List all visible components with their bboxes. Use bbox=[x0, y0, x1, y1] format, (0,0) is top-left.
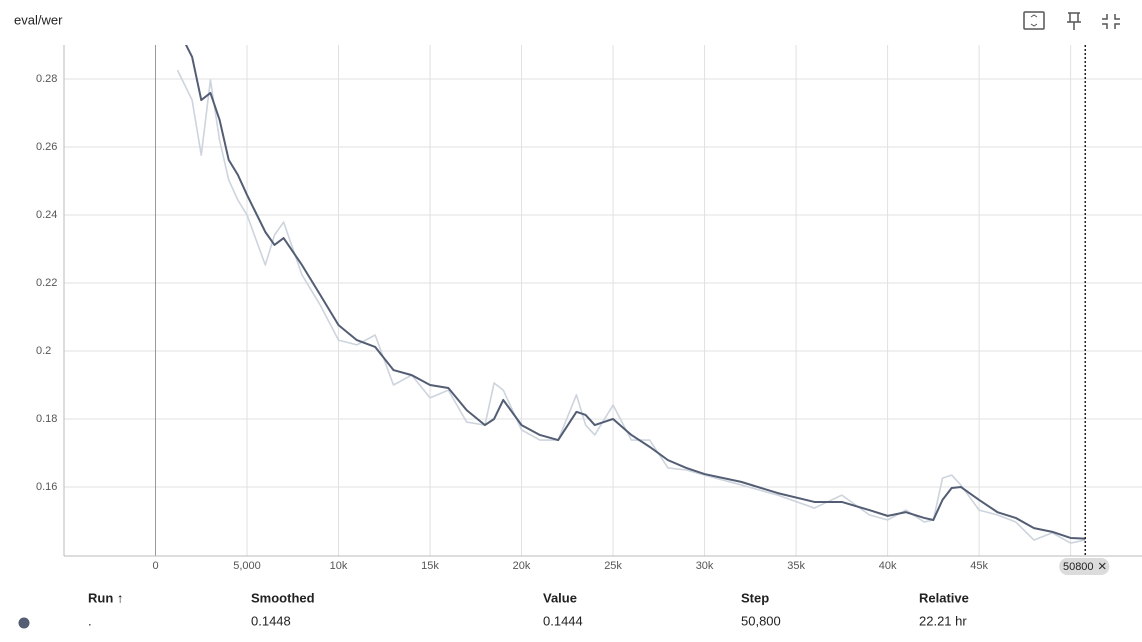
x-tick-label: 25k bbox=[604, 560, 622, 572]
y-tick-label: 0.18 bbox=[36, 413, 57, 425]
table-cell: 50,800 bbox=[741, 613, 781, 628]
x-tick-label: 45k bbox=[970, 560, 988, 572]
table-header[interactable]: Relative bbox=[919, 590, 969, 605]
table-header[interactable]: Value bbox=[543, 590, 577, 605]
table-header[interactable]: Smoothed bbox=[251, 590, 315, 605]
cursor-close[interactable] bbox=[1098, 562, 1106, 570]
y-tick-label: 0.2 bbox=[36, 345, 51, 357]
x-tick-label: 5,000 bbox=[233, 560, 261, 572]
toolbar bbox=[1023, 11, 1120, 30]
table-cell: 0.1448 bbox=[251, 613, 291, 628]
series-line bbox=[176, 69, 1086, 544]
y-tick-label: 0.26 bbox=[36, 141, 57, 153]
y-tick-label: 0.28 bbox=[36, 73, 57, 85]
y-tick-label: 0.24 bbox=[36, 209, 57, 221]
data-table: Run ↑ Smoothed Value Step Relative. 0.1448 0.1… bbox=[18, 590, 969, 629]
table-cell: . bbox=[88, 613, 92, 628]
x-tick-label: 20k bbox=[513, 560, 531, 572]
table-cell: 0.1444 bbox=[543, 613, 583, 628]
pin-button[interactable] bbox=[1067, 12, 1081, 30]
cursor-label: 50800 bbox=[1063, 561, 1094, 573]
chart-title: eval/wer bbox=[14, 12, 63, 27]
collapse-button[interactable] bbox=[1102, 14, 1120, 29]
x-tick-label: 30k bbox=[696, 560, 714, 572]
cursor-badge bbox=[1059, 558, 1110, 575]
y-tick-label: 0.22 bbox=[36, 277, 57, 289]
x-tick-label: 40k bbox=[879, 560, 897, 572]
table-header[interactable]: Step bbox=[741, 590, 769, 605]
fit-domain-button[interactable] bbox=[1023, 11, 1045, 30]
table-cell: 22.21 hr bbox=[919, 613, 967, 628]
x-tick-label: 0 bbox=[152, 560, 158, 572]
table-header[interactable]: Run ↑ bbox=[88, 590, 123, 605]
x-tick-label: 10k bbox=[330, 560, 348, 572]
series-line bbox=[184, 45, 1086, 540]
x-tick-label: 35k bbox=[787, 560, 805, 572]
x-tick-label: 15k bbox=[421, 560, 439, 572]
y-tick-label: 0.16 bbox=[36, 481, 57, 493]
run-color-dot bbox=[18, 617, 30, 629]
